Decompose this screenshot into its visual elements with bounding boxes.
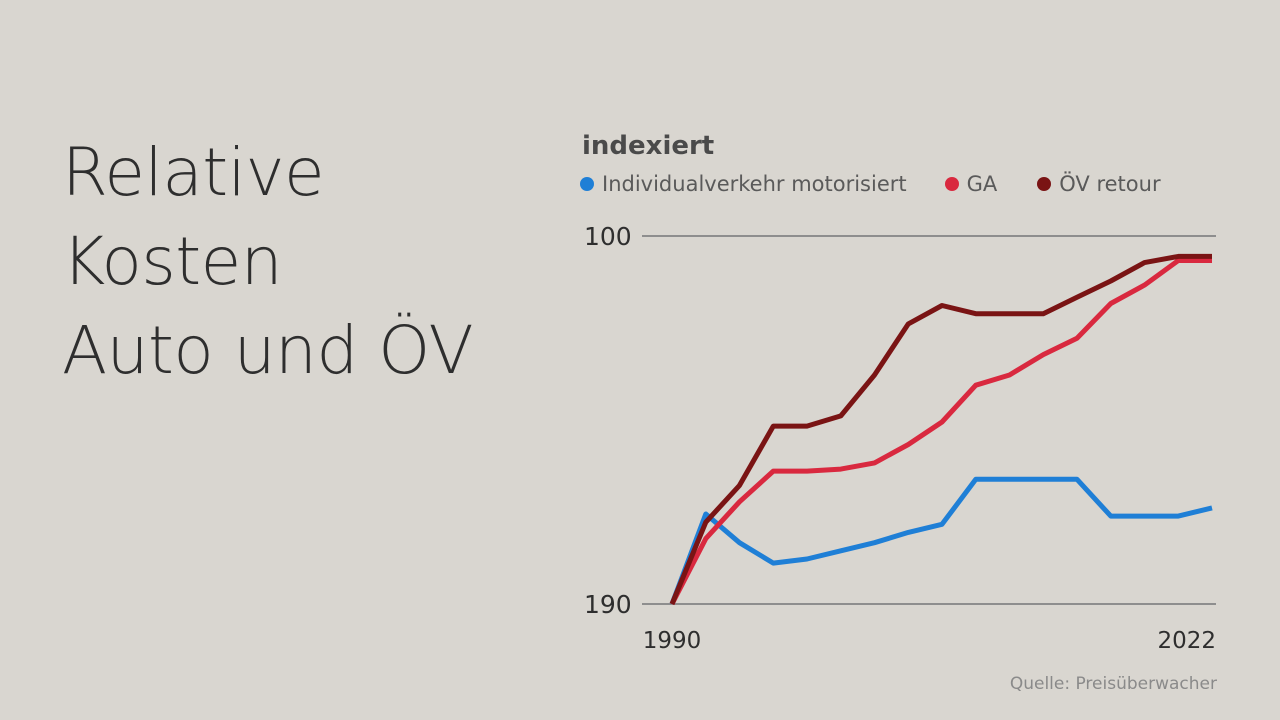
legend-label-ga: GA bbox=[966, 172, 998, 196]
y-tick-label-190: 100 bbox=[584, 222, 632, 251]
y-tick-label-100: 190 bbox=[584, 590, 632, 619]
legend-item-oev: ÖV retour bbox=[1037, 172, 1161, 196]
legend-label-individualverkehr: Individualverkehr motorisiert bbox=[602, 172, 907, 196]
source-note: Quelle: Preisüberwacher bbox=[1009, 674, 1217, 694]
series-layer bbox=[669, 253, 1213, 606]
slide-title: Relative Kosten Auto und ÖV bbox=[62, 128, 474, 395]
title-line-3: Auto und ÖV bbox=[62, 312, 474, 389]
series-line-oev bbox=[669, 253, 1212, 605]
title-line-2: Kosten bbox=[62, 223, 283, 300]
x-tick-label-2022: 2022 bbox=[1157, 628, 1216, 654]
title-line-1: Relative bbox=[62, 134, 325, 211]
series-line-ga bbox=[669, 258, 1212, 606]
series-line-individualverkehr bbox=[669, 476, 1213, 605]
x-tick-label-1990: 1990 bbox=[643, 628, 702, 654]
y-axis-unit-label: indexiert bbox=[582, 131, 715, 161]
chart-legend: Individualverkehr motorisiert GA ÖV reto… bbox=[580, 172, 1161, 196]
legend-item-ga: GA bbox=[944, 172, 998, 196]
legend-item-individualverkehr: Individualverkehr motorisiert bbox=[580, 172, 907, 196]
legend-dot-oev bbox=[1037, 177, 1052, 191]
legend-label-oev: ÖV retour bbox=[1059, 172, 1161, 196]
legend-dot-individualverkehr bbox=[580, 177, 594, 191]
legend-dot-ga bbox=[944, 177, 959, 191]
